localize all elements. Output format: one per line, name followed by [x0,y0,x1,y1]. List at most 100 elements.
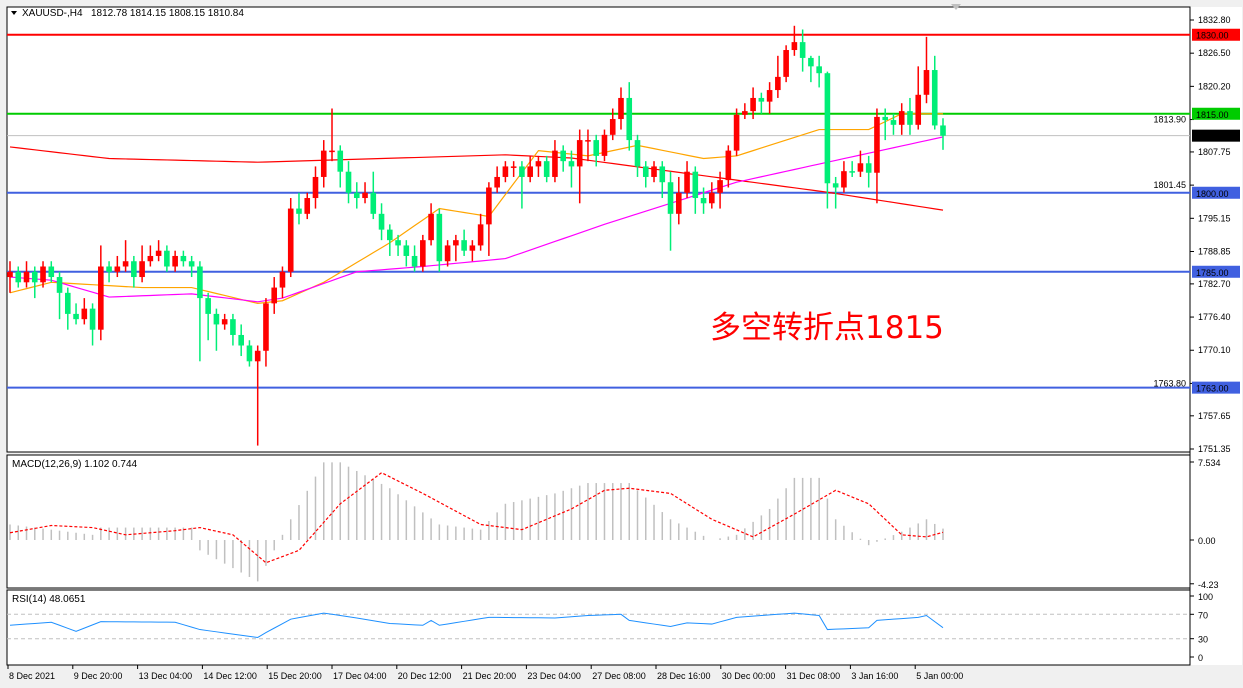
candle[interactable] [923,36,930,104]
candle[interactable] [560,145,566,172]
candle[interactable] [816,55,822,88]
candle[interactable] [742,103,748,120]
candle[interactable] [271,277,278,314]
candle[interactable] [618,87,624,130]
candle[interactable] [395,234,401,256]
candle[interactable] [279,266,286,299]
candle[interactable] [230,313,236,346]
candle[interactable] [841,161,847,193]
candle[interactable] [486,182,492,256]
candle[interactable] [287,198,294,278]
candle[interactable] [709,182,715,209]
candle[interactable] [824,71,831,209]
candle[interactable] [131,255,137,288]
candle[interactable] [626,82,633,151]
candle[interactable] [725,145,732,188]
candle[interactable] [535,155,542,177]
candle[interactable] [667,171,674,251]
candle[interactable] [461,229,467,256]
candle[interactable] [931,55,938,130]
price-axis[interactable] [1190,7,1242,665]
candle[interactable] [609,108,616,141]
candle[interactable] [428,203,434,246]
candle[interactable] [940,118,946,150]
candle[interactable] [527,155,533,183]
candle[interactable] [684,161,690,199]
candle[interactable] [81,298,88,325]
candle[interactable] [213,308,220,351]
candle[interactable] [188,255,195,278]
candle[interactable] [155,240,162,262]
candle[interactable] [907,97,913,135]
candle[interactable] [651,161,657,183]
candle[interactable] [510,161,517,177]
candle[interactable] [64,287,71,330]
candle[interactable] [197,261,203,362]
candle[interactable] [568,150,575,188]
candle[interactable] [775,55,781,98]
candle[interactable] [296,192,302,225]
candle[interactable] [15,266,22,288]
candle[interactable] [7,261,13,293]
candle[interactable] [337,145,344,188]
candle[interactable] [436,208,443,272]
candle[interactable] [766,82,773,114]
candle[interactable] [114,255,121,278]
candle[interactable] [345,161,352,204]
candle[interactable] [849,161,855,177]
candle[interactable] [882,108,889,141]
candle[interactable] [304,192,311,220]
candle[interactable] [378,203,385,241]
candle[interactable] [444,240,451,267]
candle[interactable] [915,66,922,130]
candle[interactable] [733,108,740,156]
candle[interactable] [585,129,591,162]
candle[interactable] [353,182,360,209]
candle[interactable] [411,245,418,272]
candle[interactable] [164,245,170,272]
candle[interactable] [387,224,393,256]
candle[interactable] [808,55,814,83]
candle[interactable] [750,87,756,120]
candle[interactable] [634,134,641,177]
candle[interactable] [205,292,211,341]
candle[interactable] [469,240,476,262]
candle[interactable] [898,103,905,135]
candle[interactable] [791,25,798,56]
candle[interactable] [147,245,154,267]
candle[interactable] [98,245,104,341]
candle[interactable] [865,155,872,188]
candle[interactable] [576,129,583,204]
price-panel[interactable] [6,6,1191,453]
candle[interactable] [180,250,187,267]
candle[interactable] [494,166,500,193]
candle[interactable] [477,213,484,251]
candle[interactable] [700,187,707,214]
candle[interactable] [362,182,368,204]
candle[interactable] [40,261,46,288]
candle[interactable] [329,108,335,162]
candle[interactable] [758,92,765,114]
candle[interactable] [263,298,269,367]
candle[interactable] [593,134,600,167]
candle[interactable] [73,303,79,325]
candle[interactable] [601,129,608,162]
candle[interactable] [717,171,723,209]
candle[interactable] [502,161,509,183]
candle[interactable] [692,166,699,214]
candle[interactable] [420,234,426,272]
macd-panel[interactable] [6,454,1191,589]
candle[interactable] [783,45,789,83]
candle[interactable] [832,176,839,209]
candle[interactable] [312,166,319,209]
candle[interactable] [890,113,897,135]
candle[interactable] [874,108,880,204]
candle[interactable] [89,303,96,346]
candle[interactable] [238,324,244,357]
candle[interactable] [642,161,649,188]
chart-shift-marker-icon[interactable] [951,4,961,10]
candle[interactable] [453,234,459,262]
candle[interactable] [857,150,864,177]
candle[interactable] [56,271,63,320]
candle[interactable] [543,155,550,183]
